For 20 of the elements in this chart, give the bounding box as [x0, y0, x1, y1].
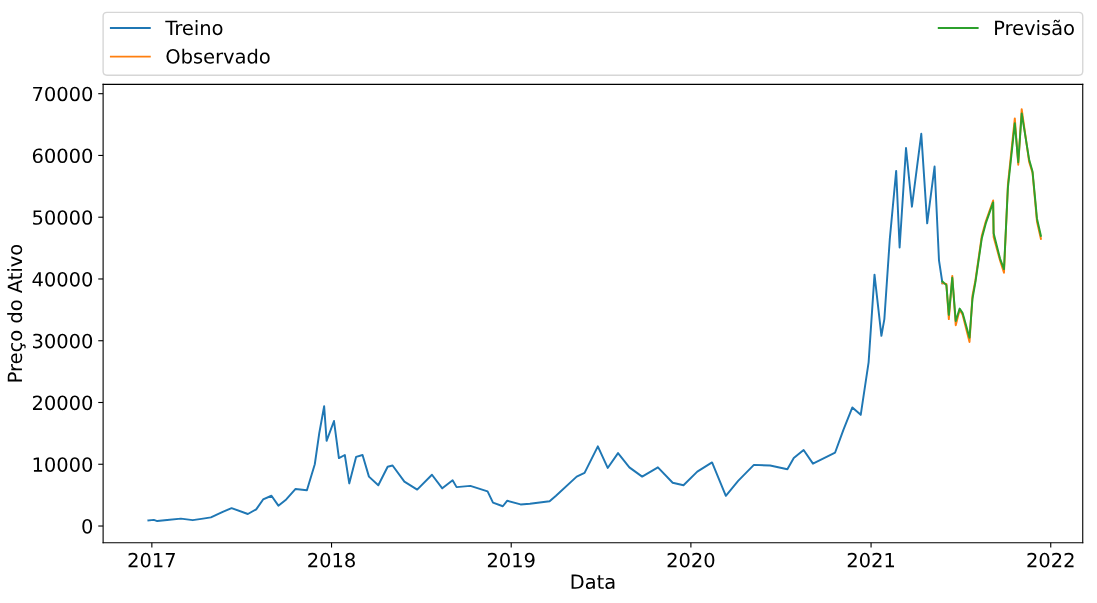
- y-tick-label: 60000: [32, 148, 93, 164]
- x-tick-label: 2022: [1027, 552, 1074, 568]
- x-tick-label: 2019: [487, 552, 535, 568]
- line-series: [147, 132, 944, 523]
- legend-label: Observado: [166, 48, 270, 64]
- y-axis-title: Preço do Ativo: [7, 244, 26, 382]
- y-tick-label: 0: [82, 518, 93, 534]
- x-tick-label: 2020: [667, 552, 715, 568]
- y-tick-label: 50000: [33, 210, 93, 225]
- y-tick-label: 20000: [32, 395, 93, 411]
- y-tick-label: 70000: [33, 86, 93, 102]
- x-tick-label: 2018: [308, 552, 355, 568]
- y-tick-label: 40000: [32, 271, 93, 287]
- x-tick-label: 2021: [847, 552, 895, 568]
- legend-label: Previsão: [995, 19, 1074, 36]
- x-axis-title: Data: [571, 574, 615, 590]
- legend-label: Treino: [165, 20, 223, 36]
- y-tick-label: 10000: [33, 457, 93, 472]
- x-tick-label: 2017: [128, 552, 175, 568]
- y-tick-label: 30000: [33, 333, 93, 349]
